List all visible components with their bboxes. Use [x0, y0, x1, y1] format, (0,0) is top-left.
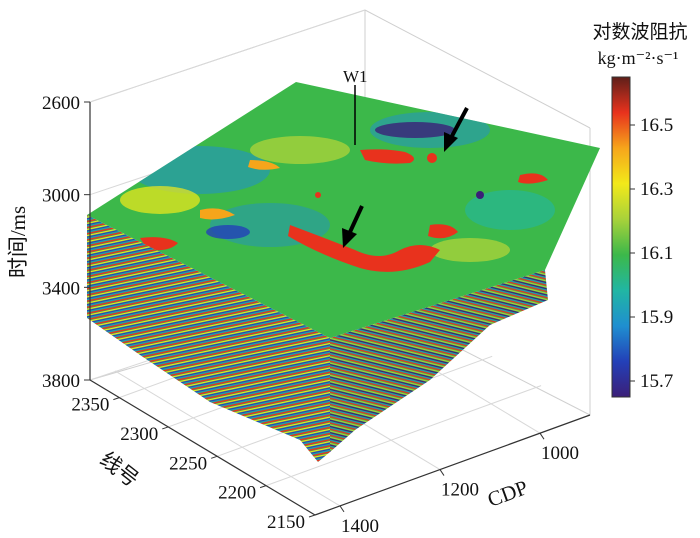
colorbar-tick-label: 15.7: [640, 371, 673, 392]
colorbar-ticks: 16.5 16.3 16.1 15.9 15.7: [630, 115, 673, 392]
colorbar-tick-label: 16.5: [640, 115, 673, 136]
line-tick: [308, 514, 316, 518]
cdp-axis-label: CDP: [484, 475, 531, 512]
cdp-grid-line: [114, 370, 341, 507]
line-tick: [211, 455, 218, 459]
z-grid-line: [89, 9, 366, 103]
z-tick-label: 3800: [42, 371, 80, 392]
z-tick-label: 3000: [42, 186, 80, 207]
axis-ticks: 2600 3000 3400 3800 2350 2300 2250 2200 2150 1000…: [42, 93, 579, 537]
line-axis-label: 线号: [95, 447, 143, 492]
colorbar-tick-label: 15.9: [640, 307, 673, 328]
cdp-tick: [339, 505, 345, 513]
cdp-tick: [439, 469, 445, 476]
volume-left-face: [87, 215, 330, 462]
line-tick-label: 2350: [71, 395, 109, 416]
line-tick: [113, 397, 120, 401]
volume-top-surface: [87, 82, 600, 338]
line-axis-line: [89, 379, 316, 516]
z-tick-label: 2600: [42, 93, 80, 114]
line-grid-line: [265, 385, 542, 487]
line-tick: [162, 426, 169, 430]
cdp-axis-line: [314, 414, 591, 516]
colorbar-title: 对数波阻抗: [592, 21, 687, 43]
line-tick-label: 2250: [169, 453, 207, 474]
colorbar: 对数波阻抗 kg·m⁻²·s⁻¹ 16.5 16.3 16.1 15.9 15.7: [592, 21, 688, 398]
line-tick-label: 2300: [120, 424, 158, 445]
well-w1-label: W1: [343, 67, 368, 86]
colorbar-tick-label: 16.3: [640, 179, 673, 200]
colorbar-unit: kg·m⁻²·s⁻¹: [598, 48, 679, 68]
colorbar-scale: [611, 76, 631, 398]
colorbar-tick-label: 16.1: [640, 243, 673, 264]
arrow-annotation: [342, 205, 364, 248]
line-tick-label: 2200: [218, 483, 256, 504]
arrow-annotation: [444, 107, 469, 152]
line-tick-label: 2150: [267, 512, 305, 533]
back-frame: [364, 9, 591, 129]
line-tick: [259, 485, 267, 489]
front-axes: [89, 102, 591, 516]
z-tick-label: 3400: [42, 278, 80, 299]
volume-right-face: [330, 270, 548, 452]
cdp-tick: [539, 432, 545, 440]
annotations: W1: [342, 67, 469, 248]
cdp-tick-label: 1000: [541, 443, 579, 464]
seismic-volume: [87, 82, 600, 462]
cdp-tick-label: 1200: [441, 480, 479, 501]
surface-texture: [120, 112, 555, 272]
cdp-tick-label: 1400: [341, 516, 379, 537]
z-axis-label: 时间/ms: [6, 206, 30, 278]
